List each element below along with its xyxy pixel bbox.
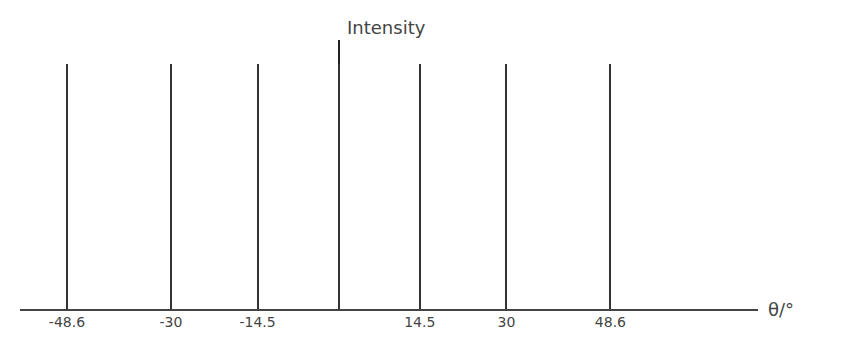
svg-text:30: 30 <box>497 314 515 330</box>
svg-text:θ/°: θ/° <box>768 299 794 320</box>
svg-text:-14.5: -14.5 <box>239 314 275 330</box>
svg-text:-48.6: -48.6 <box>49 314 85 330</box>
svg-text:48.6: 48.6 <box>595 314 626 330</box>
svg-text:Intensity: Intensity <box>347 17 426 38</box>
svg-text:-30: -30 <box>160 314 183 330</box>
svg-text:14.5: 14.5 <box>404 314 435 330</box>
